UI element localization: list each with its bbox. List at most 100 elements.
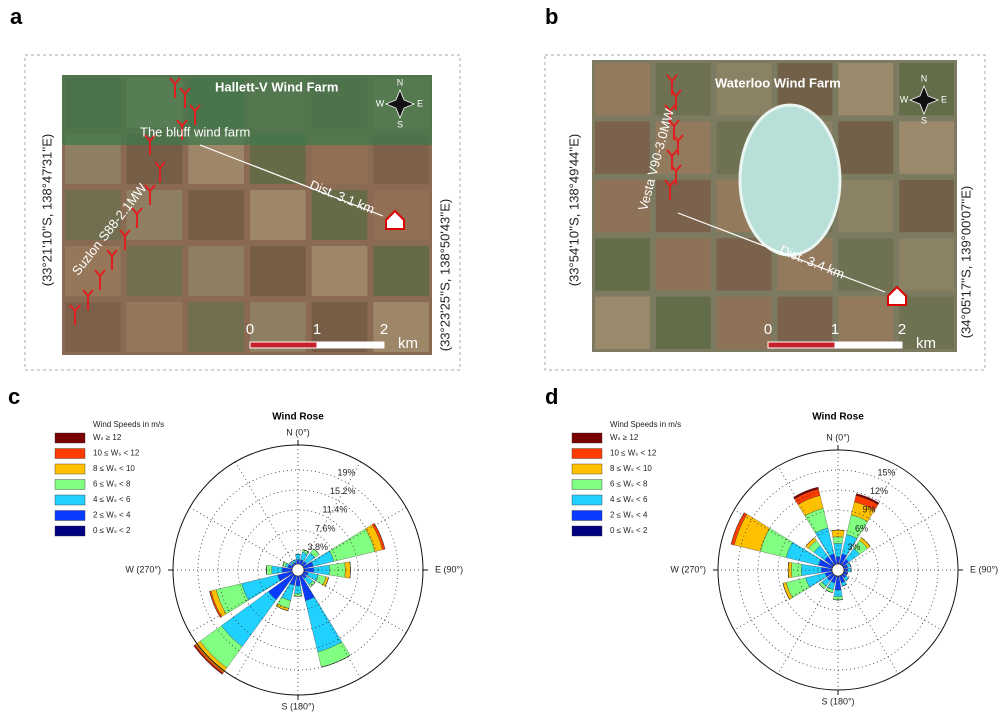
legend-swatch: [572, 526, 602, 536]
legend-label: 10 ≤ Wₛ < 12: [93, 449, 140, 458]
map-field: [656, 297, 711, 349]
map-field: [595, 297, 650, 349]
legend-swatch: [55, 449, 85, 459]
panel-label: d: [545, 384, 558, 409]
r-tick-label: 12%: [870, 486, 888, 496]
compass-label: S: [397, 119, 403, 129]
legend-label: 8 ≤ Wₛ < 10: [93, 464, 135, 473]
legend-swatch: [55, 511, 85, 521]
legend-swatch: [55, 495, 85, 505]
map-field: [595, 121, 650, 173]
chart-title: Wind Rose: [812, 412, 864, 423]
legend-label: 4 ≤ Wₛ < 6: [610, 495, 648, 504]
map-field: [838, 297, 893, 349]
legend-label: 10 ≤ Wₛ < 12: [610, 449, 657, 458]
rose-center: [832, 564, 844, 576]
map-field: [899, 180, 954, 232]
direction-label: E (90°): [970, 564, 998, 574]
map-field: [838, 238, 893, 290]
legend-swatch: [572, 495, 602, 505]
panel-label: c: [8, 384, 20, 409]
legend-label: 4 ≤ Wₛ < 6: [93, 495, 131, 504]
map-field: [312, 246, 368, 296]
map-field: [188, 246, 244, 296]
compass-label: N: [921, 73, 928, 83]
scale-bar-white: [317, 342, 384, 348]
legend-swatch: [572, 449, 602, 459]
direction-label: S (180°): [821, 696, 854, 706]
r-tick-label: 19%: [337, 468, 355, 478]
scale-label: 2: [380, 321, 388, 338]
legend-swatch: [572, 511, 602, 521]
coordinate-right: (34°05'17''S, 139°00'07''E): [958, 186, 973, 339]
scale-label: 0: [246, 321, 254, 338]
wind-segment: [345, 562, 351, 578]
scale-label: 1: [313, 321, 321, 338]
map-field: [899, 121, 954, 173]
map-field: [899, 238, 954, 290]
legend-label: 2 ≤ Wₛ < 4: [610, 511, 648, 520]
map-field: [656, 63, 711, 115]
scale-label: 2: [898, 321, 906, 338]
scale-unit: km: [916, 335, 936, 352]
r-tick-label: 11.4%: [322, 505, 347, 515]
compass-label: E: [941, 94, 947, 104]
legend-swatch: [55, 480, 85, 490]
direction-label: W (270°): [670, 564, 706, 574]
map-field: [188, 302, 244, 352]
r-tick-label: 3.8%: [307, 542, 328, 552]
direction-label: W (270°): [125, 564, 161, 574]
map-note: The bluff wind farm: [140, 124, 250, 139]
legend-label: 2 ≤ Wₛ < 4: [93, 511, 131, 520]
scale-bar-red: [250, 342, 317, 348]
coordinate-left: (33°21'10''S, 138°47'31''E): [39, 134, 54, 287]
map-field: [595, 238, 650, 290]
scale-label: 1: [831, 321, 839, 338]
legend-title: Wind Speeds in m/s: [93, 420, 164, 429]
legend-swatch: [55, 464, 85, 474]
direction-label: S (180°): [281, 701, 314, 711]
direction-label: E (90°): [435, 564, 463, 574]
r-tick-label: 3%: [847, 542, 860, 552]
map-field: [838, 63, 893, 115]
map-field: [127, 302, 183, 352]
map-lake: [740, 105, 840, 255]
legend-title: Wind Speeds in m/s: [610, 420, 681, 429]
compass-label: W: [900, 94, 909, 104]
panel-label: a: [10, 4, 23, 29]
legend-swatch: [572, 480, 602, 490]
map-field: [373, 246, 429, 296]
compass-label: E: [417, 98, 423, 108]
legend-swatch: [572, 433, 602, 443]
legend-label: Wₛ ≥ 12: [610, 433, 639, 442]
r-tick-label: 15.2%: [330, 486, 356, 496]
legend-swatch: [55, 433, 85, 443]
legend-label: 0 ≤ Wₛ < 2: [93, 526, 131, 535]
direction-label: N (0°): [826, 432, 850, 442]
map-field: [656, 238, 711, 290]
wind-segment: [296, 554, 301, 559]
scale-bar-red: [768, 342, 835, 348]
map-field: [188, 190, 244, 240]
map-title: Hallett-V Wind Farm: [215, 79, 338, 94]
wind-segment: [791, 563, 801, 578]
panel-label: b: [545, 4, 558, 29]
r-tick-label: 9%: [862, 505, 875, 515]
coordinate-left: (33°54'10''S, 138°49'44''E): [566, 134, 581, 287]
map-field: [778, 297, 833, 349]
map-field: [838, 180, 893, 232]
legend-label: 6 ≤ Wₛ < 8: [93, 480, 131, 489]
chart-title: Wind Rose: [272, 412, 324, 423]
legend-label: 0 ≤ Wₛ < 2: [610, 526, 648, 535]
coordinate-right: (33°23'25''S, 138°50'43''E): [437, 199, 452, 352]
scale-label: 0: [764, 321, 772, 338]
figure: aHallett-V Wind FarmThe bluff wind farmD…: [0, 0, 1000, 713]
legend-swatch: [55, 526, 85, 536]
map-field: [250, 246, 306, 296]
map-field: [595, 63, 650, 115]
legend-label: 6 ≤ Wₛ < 8: [610, 480, 648, 489]
map-title: Waterloo Wind Farm: [715, 75, 841, 90]
scale-unit: km: [398, 335, 418, 352]
map-field: [656, 180, 711, 232]
legend-label: Wₛ ≥ 12: [93, 433, 122, 442]
